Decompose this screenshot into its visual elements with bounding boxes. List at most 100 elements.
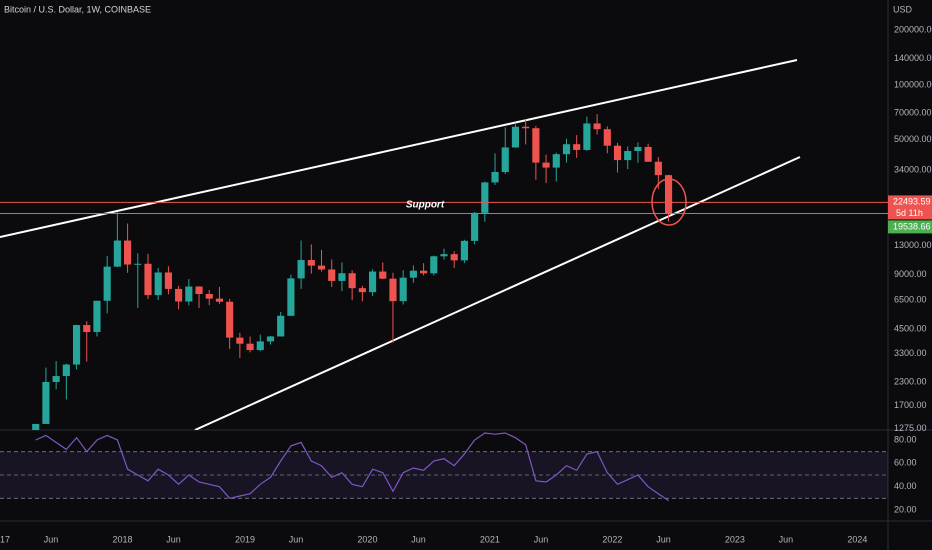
candle-body: [491, 171, 499, 183]
candle-body: [72, 325, 81, 365]
candle-body: [236, 337, 244, 344]
candle-body: [593, 123, 601, 130]
price-label-box: [888, 220, 932, 234]
candle-body: [583, 123, 591, 150]
trend-line: [0, 59, 798, 238]
x-tick-label: 2021: [480, 534, 500, 544]
candle-body: [32, 423, 40, 430]
candle-body: [562, 144, 571, 155]
y-tick-label: 70000.00: [894, 107, 932, 117]
candle-body: [481, 182, 489, 213]
candle-body: [328, 269, 336, 281]
x-tick-label: Jun: [166, 534, 181, 544]
candle-body: [185, 286, 193, 302]
candle-body: [460, 240, 468, 261]
candle-body: [42, 381, 50, 424]
y-tick-label: 2300.00: [894, 376, 927, 386]
candle-body: [124, 240, 132, 265]
y-tick-label: 50000.00: [894, 134, 932, 144]
y-tick-label: 13000.00: [894, 240, 932, 250]
candle-body: [573, 144, 581, 150]
price-pane: [0, 59, 888, 430]
candle-body: [175, 288, 183, 302]
candle-body: [634, 146, 642, 152]
candle-body: [277, 315, 285, 337]
candle-body: [624, 151, 632, 161]
x-tick-label: Jun: [779, 534, 794, 544]
candle-body: [246, 343, 254, 351]
candle-body: [205, 293, 213, 299]
candle-body: [93, 300, 101, 332]
x-tick-label: 2020: [357, 534, 377, 544]
price-label: 19538.66: [893, 221, 931, 231]
candle-body: [287, 278, 295, 316]
candle-body: [522, 126, 530, 129]
candle-body: [501, 147, 509, 172]
candle-body: [266, 336, 275, 342]
price-label: 22493.59: [893, 196, 931, 206]
y-tick-label: 140000.00: [894, 53, 932, 63]
x-tick-label: Jun: [44, 534, 59, 544]
rsi-tick-label: 40.00: [894, 481, 917, 491]
y-tick-label: 200000.00: [894, 25, 932, 35]
rsi-line: [35, 432, 669, 502]
x-tick-label: 2019: [235, 534, 255, 544]
candle-body: [297, 260, 305, 279]
rsi-tick-label: 80.00: [894, 434, 917, 444]
candle-body: [62, 364, 70, 377]
candle-body: [389, 278, 397, 302]
annotation: Support: [406, 200, 445, 211]
rsi-tick-label: 20.00: [894, 504, 917, 514]
candle-body: [613, 145, 622, 161]
y-tick-label: 3300.00: [894, 348, 927, 358]
candle-body: [52, 376, 60, 382]
candle-body: [317, 265, 326, 270]
candle-body: [307, 260, 315, 266]
candle-body: [338, 273, 346, 281]
y-tick-label: 1275.00: [894, 423, 927, 433]
candle-body: [215, 298, 224, 302]
candle-body: [471, 212, 479, 241]
candle-body: [532, 128, 540, 163]
rsi-tick-label: 60.00: [894, 458, 917, 468]
candle-body: [379, 271, 387, 279]
x-tick-label: 2018: [112, 534, 132, 544]
candle-body: [430, 256, 438, 274]
candle-body: [256, 341, 264, 351]
y-tick-label: 9000.00: [894, 269, 927, 279]
candle-body: [511, 126, 520, 148]
candle-body: [195, 286, 203, 294]
x-tick-label: 2024: [847, 534, 867, 544]
x-tick-label: 2022: [602, 534, 622, 544]
price-label-box: [888, 195, 932, 220]
currency: USD: [893, 4, 913, 14]
x-tick-label: Jun: [534, 534, 549, 544]
x-tick-label: Jun: [411, 534, 426, 544]
candle-body: [358, 288, 366, 293]
x-tick-label: Jun: [656, 534, 671, 544]
countdown-label: 5d 11h: [896, 208, 923, 218]
y-tick-label: 34000.00: [894, 164, 932, 174]
candle-body: [542, 162, 550, 168]
candle-body: [368, 271, 377, 293]
candle-body: [409, 270, 417, 278]
candle-body: [134, 263, 142, 265]
candle-body: [664, 175, 673, 214]
x-tick-label: 2017: [0, 534, 10, 544]
chart-title: Bitcoin / U.S. Dollar, 1W, COINBASE: [4, 4, 151, 14]
candle-body: [83, 325, 91, 332]
x-tick-label: Jun: [289, 534, 304, 544]
candle-body: [226, 301, 234, 338]
y-tick-label: 6500.00: [894, 295, 927, 305]
candle-body: [644, 146, 652, 162]
candle-body: [154, 272, 162, 296]
candle-body: [440, 254, 448, 257]
y-tick-label: 100000.00: [894, 79, 932, 89]
candle-body: [654, 161, 662, 176]
candle-body: [113, 240, 121, 267]
candle-body: [103, 266, 111, 301]
candle-body: [552, 154, 560, 168]
candle-body: [399, 277, 407, 302]
y-tick-label: 4500.00: [894, 324, 927, 334]
